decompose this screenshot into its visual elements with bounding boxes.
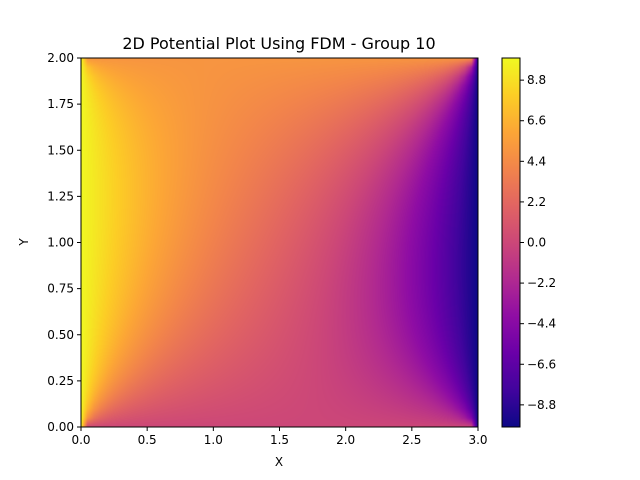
colorbar-tick-label: 0.0 — [527, 236, 546, 250]
colorbar-tick-label: 4.4 — [527, 154, 546, 168]
y-axis: 0.00 0.25 0.50 0.75 1.00 1.25 1.50 1.75 2.00 — [47, 51, 81, 434]
x-axis-label: X — [275, 455, 283, 469]
x-tick-label: 3.0 — [468, 433, 487, 447]
plot-area — [80, 57, 479, 428]
y-tick-label: 1.25 — [47, 189, 74, 203]
x-tick-label: 1.0 — [204, 433, 223, 447]
colorbar-tick-label: −8.8 — [527, 398, 556, 412]
y-tick-label: 2.00 — [47, 51, 74, 65]
y-tick-label: 0.00 — [47, 420, 74, 434]
colorbar-ticks: 8.8 6.6 4.4 2.2 0.0 −2.2 −4.4 −6.6 −8.8 — [520, 73, 556, 412]
potential-heatmap — [81, 58, 478, 427]
colorbar: 8.8 6.6 4.4 2.2 0.0 −2.2 −4.4 −6.6 −8.8 — [501, 57, 556, 428]
x-tick-label: 0.0 — [71, 433, 90, 447]
y-axis-label: Y — [17, 238, 31, 247]
colorbar-gradient — [501, 57, 521, 428]
colorbar-tick-label: −4.4 — [527, 317, 556, 331]
x-tick-label: 1.5 — [270, 433, 289, 447]
colorbar-tick-label: −2.2 — [527, 276, 556, 290]
colorbar-tick-label: 2.2 — [527, 195, 546, 209]
y-tick-label: 1.75 — [47, 97, 74, 111]
colorbar-tick-label: 8.8 — [527, 73, 546, 87]
x-tick-label: 2.5 — [402, 433, 421, 447]
colorbar-tick-label: 6.6 — [527, 114, 546, 128]
y-tick-label: 0.50 — [47, 328, 74, 342]
x-tick-label: 0.5 — [138, 433, 157, 447]
x-tick-label: 2.0 — [336, 433, 355, 447]
y-tick-label: 1.00 — [47, 236, 74, 250]
colorbar-tick-label: −6.6 — [527, 357, 556, 371]
y-tick-label: 0.75 — [47, 282, 74, 296]
x-axis: 0.0 0.5 1.0 1.5 2.0 2.5 3.0 — [71, 427, 488, 447]
y-tick-label: 0.25 — [47, 374, 74, 388]
y-tick-label: 1.50 — [47, 143, 74, 157]
chart-title: 2D Potential Plot Using FDM - Group 10 — [122, 34, 435, 53]
